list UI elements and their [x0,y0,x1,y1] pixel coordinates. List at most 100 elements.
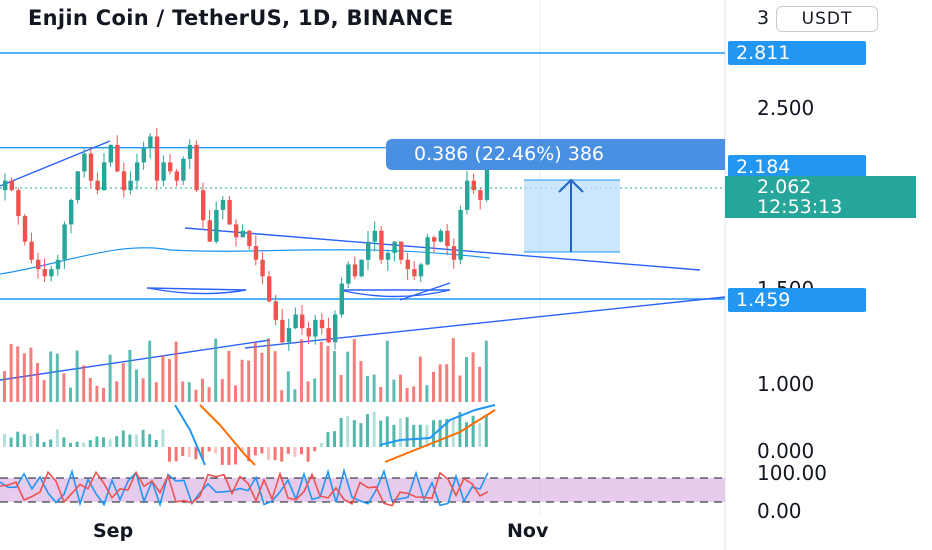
candle-body [161,162,166,181]
candle-body [478,190,483,200]
candle-body [227,199,232,225]
macd-histogram-bar [267,447,270,461]
candle-body [366,241,371,260]
volume-bar [227,350,231,402]
price-tick-1500: 1.500 [757,277,814,289]
price-tag-level-3: 1.459 [728,288,866,312]
candle-body [306,328,311,337]
macd-histogram-bar [366,414,369,447]
candle-body [82,153,87,172]
volume-bar [280,390,284,402]
candle-body [3,180,8,191]
candle-body [240,230,245,238]
currency-button[interactable]: USDT [776,6,878,32]
macd-histogram-bar [313,447,317,452]
price-tick-top: 3 [757,7,770,29]
volume-bar [346,351,350,402]
volume-bar [260,352,264,402]
volume-bar [49,351,53,402]
macd-histogram-bar [273,447,277,461]
volume-bar [154,382,158,402]
stoch-k-line [0,467,489,508]
candle-body [458,209,463,260]
volume-bar [95,385,99,402]
macd-histogram-bar [458,412,462,447]
cup-curve-left [147,287,247,295]
macd-histogram-bar [280,447,284,462]
volume-bar [102,387,105,402]
candle-body [267,276,272,302]
candle-body [115,144,120,172]
macd-histogram-bar [128,434,132,447]
macd-histogram-bar [445,418,449,447]
macd-histogram-bar [115,436,119,447]
volume-bar [174,341,178,402]
macd-histogram-bar [148,434,152,447]
candle-body [471,180,476,191]
trendline-7 [0,339,271,381]
candle-body [286,328,292,343]
measure-label[interactable]: 0.386 (22.46%) 386 [386,139,725,170]
macd-histogram-bar [227,447,231,465]
macd-histogram-bar [392,424,396,447]
macd-histogram-bar [234,447,237,465]
macd-histogram-bar [194,447,198,460]
macd-histogram-bar [247,447,251,462]
volume-bar [36,362,39,402]
volume-bar [267,338,270,402]
volume-bar [333,351,336,402]
volume-bar [234,385,237,402]
macd-histogram-bar [95,436,99,447]
volume-bar [379,386,383,402]
volume-bar [141,378,145,402]
volume-bars [3,338,488,402]
macd-histogram-bar [69,442,72,447]
volume-bar [128,349,132,402]
candle-body [29,241,34,260]
candle-body [234,224,239,238]
candles [3,127,490,352]
price-tick-2500: 2.500 [757,96,815,120]
volume-bar [392,379,396,402]
candle-body [379,230,384,260]
bar-countdown: 12:53:13 [757,196,843,218]
candle-body [181,158,186,181]
candle-body [392,241,397,253]
macd-histogram-bar [220,447,224,465]
candle-body [194,144,199,191]
macd-signal-right [384,409,496,463]
volume-bar [399,374,402,402]
volume-bar [207,387,211,402]
measure-tool[interactable] [524,178,620,253]
candle-body [438,230,443,242]
candle-body [42,269,47,277]
volume-bar [148,340,152,402]
macd-histogram-bar [260,447,264,454]
volume-bar [22,353,26,402]
macd-histogram-bar [9,437,13,447]
macd-histogram-bar [36,433,39,447]
volume-bar [201,378,204,402]
candle-body [62,224,67,260]
volume-bar [273,351,277,402]
volume-bar [75,350,79,402]
volume-bar [293,389,297,402]
volume-tick-1000: 1.000 [757,372,815,396]
macd-histogram-bar [168,447,171,462]
candle-body [141,148,146,163]
macd-histogram-bar [102,437,105,447]
candle-body [9,180,14,191]
volume-bar [3,371,6,402]
volume-bar [161,355,165,402]
candle-body [333,314,338,343]
macd-line-right [379,404,496,446]
candle-body [16,190,21,217]
macd-histogram-bar [352,420,356,447]
trendline-6 [244,296,726,349]
trendlines[interactable] [0,140,726,381]
macd-signal-line [199,404,256,466]
candle-body [339,283,344,315]
volume-bar [108,354,112,402]
volume-bar [121,363,125,402]
